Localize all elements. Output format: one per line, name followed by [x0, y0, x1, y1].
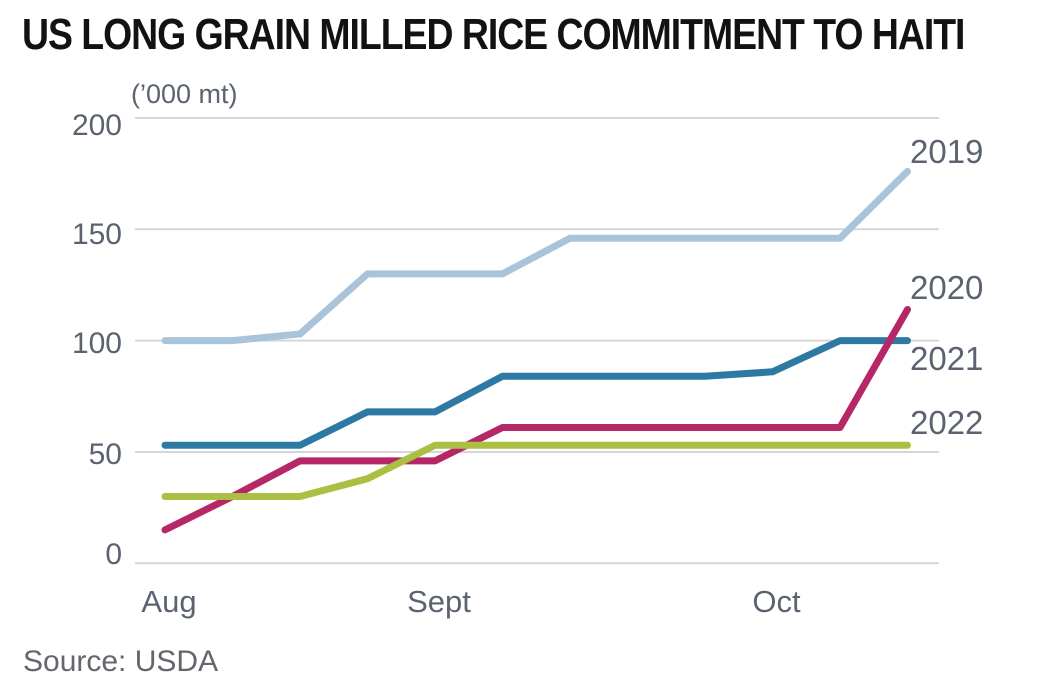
- x-tick-label-oct: Oct: [752, 584, 801, 619]
- y-tick-label-50: 50: [88, 437, 122, 471]
- legend-label-2022: 2022: [910, 404, 984, 441]
- y-axis-unit-label: (’000 mt): [131, 79, 238, 109]
- legend-label-2020: 2020: [910, 269, 984, 306]
- source-label: Source: USDA: [23, 645, 219, 678]
- x-tick-label-sept: Sept: [407, 584, 471, 619]
- x-tick-label-aug: Aug: [141, 584, 197, 619]
- legend-label-2021: 2021: [910, 340, 984, 377]
- y-tick-label-100: 100: [71, 326, 122, 360]
- chart-title: US LONG GRAIN MILLED RICE COMMITMENT TO …: [22, 10, 965, 59]
- line-2022: [161, 441, 911, 500]
- y-tick-label-150: 150: [71, 218, 122, 252]
- line-2021: [161, 337, 911, 449]
- line-2020: [161, 305, 911, 534]
- legend-label-2019: 2019: [910, 133, 984, 170]
- y-tick-label-200: 200: [71, 108, 122, 142]
- y-tick-label-0: 0: [105, 538, 122, 572]
- line-2019: [161, 167, 911, 345]
